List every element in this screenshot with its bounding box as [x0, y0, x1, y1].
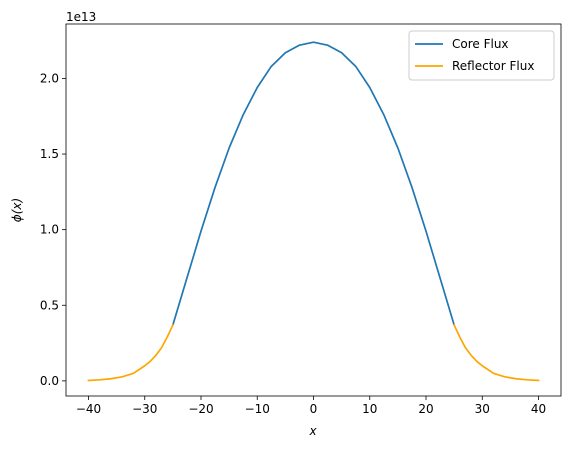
x-axis-label: x	[308, 424, 317, 438]
x-tick-label: 30	[475, 402, 490, 416]
y-axis-ticks: 0.0 0.5 1.0 1.5 2.0	[40, 71, 66, 388]
x-tick-label: 10	[362, 402, 377, 416]
legend-label-core-flux: Core Flux	[452, 37, 509, 51]
plot-lines	[87, 41, 540, 382]
legend-box	[408, 30, 555, 81]
y-offset-label: 1e13	[66, 10, 96, 24]
x-tick-label: −10	[245, 402, 270, 416]
core-flux-line	[171, 41, 456, 326]
y-tick-label: 1.0	[40, 223, 59, 237]
y-tick-label: 0.5	[40, 298, 59, 312]
x-tick-label: −20	[188, 402, 213, 416]
reflector-flux-line	[87, 323, 540, 382]
x-tick-label: −30	[132, 402, 157, 416]
x-tick-label: 0	[310, 402, 318, 416]
x-tick-label: 20	[418, 402, 433, 416]
y-tick-label: 2.0	[40, 71, 59, 85]
y-axis-label: ϕ(x)	[10, 198, 24, 222]
legend: Core Flux Reflector Flux	[408, 30, 555, 81]
x-axis-ticks: −40 −30 −20 −10 0 10 20 30 40	[76, 396, 546, 416]
y-tick-label: 1.5	[40, 147, 59, 161]
x-tick-label: −40	[76, 402, 101, 416]
x-tick-label: 40	[531, 402, 546, 416]
legend-label-reflector-flux: Reflector Flux	[452, 59, 534, 73]
y-tick-label: 0.0	[40, 374, 59, 388]
